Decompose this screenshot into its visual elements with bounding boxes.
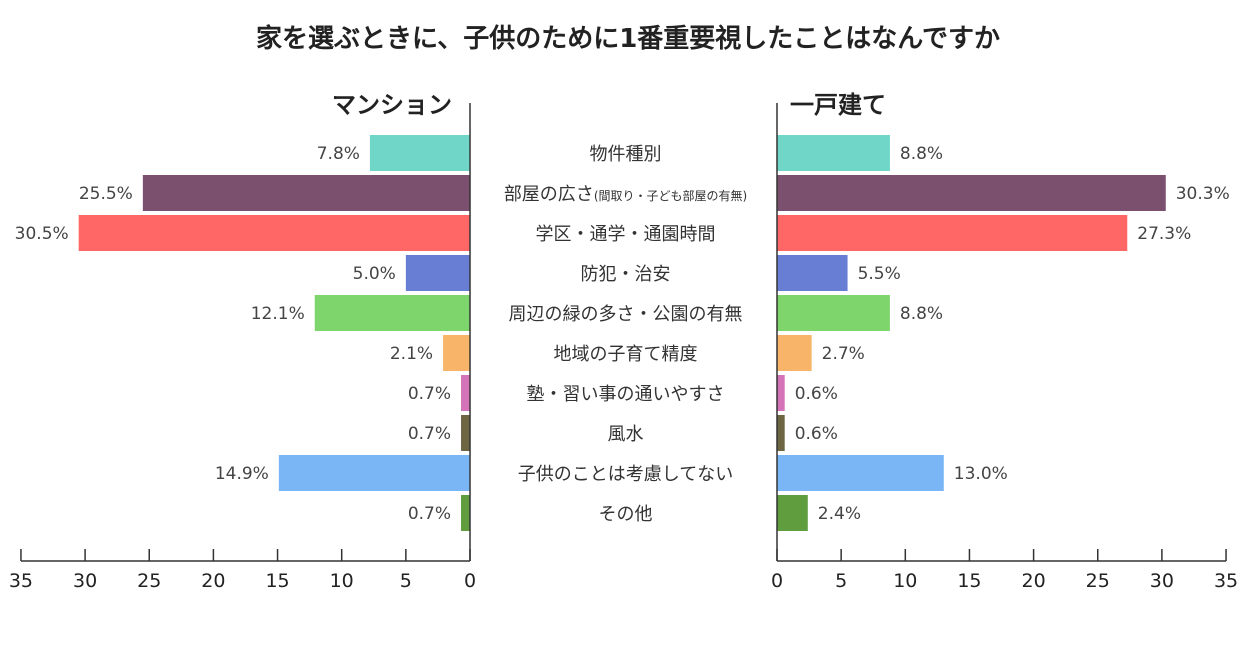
- right-value-label-3: 27.3%: [1137, 224, 1191, 244]
- left-value-label-5: 12.1%: [251, 304, 305, 324]
- category-label-5: 周辺の緑の多さ・公園の有無: [509, 304, 743, 325]
- right-value-label-2: 30.3%: [1176, 184, 1230, 204]
- right-tick-label-35: 35: [1214, 570, 1238, 592]
- right-bar-3: [777, 215, 1128, 251]
- right-tick-label-5: 5: [835, 570, 847, 592]
- left-tick-label-15: 15: [265, 570, 289, 592]
- left-value-label-2: 25.5%: [79, 184, 133, 204]
- right-bar-6: [777, 335, 812, 371]
- right-value-label-10: 2.4%: [818, 504, 861, 524]
- right-bar-7: [777, 375, 785, 411]
- right-tick-label-10: 10: [893, 570, 917, 592]
- right-tick-label-25: 25: [1086, 570, 1110, 592]
- left-value-label-1: 7.8%: [317, 144, 360, 164]
- right-value-label-1: 8.8%: [900, 144, 943, 164]
- right-tick-label-0: 0: [771, 570, 783, 592]
- left-bar-3: [78, 215, 470, 251]
- left-bar-9: [278, 455, 470, 491]
- right-value-label-7: 0.6%: [795, 384, 838, 404]
- left-bar-5: [314, 295, 470, 331]
- left-tick-label-5: 5: [400, 570, 412, 592]
- left-panel-title: マンション: [332, 91, 452, 119]
- left-value-label-3: 30.5%: [15, 224, 69, 244]
- right-tick-label-30: 30: [1150, 570, 1174, 592]
- left-value-label-4: 5.0%: [353, 264, 396, 284]
- left-value-label-7: 0.7%: [408, 384, 451, 404]
- left-bar-1: [369, 135, 470, 171]
- category-label-3: 学区・通学・通園時間: [536, 224, 716, 245]
- category-label-2: 部屋の広さ(間取り・子ども部屋の有無): [504, 184, 747, 205]
- left-bar-8: [461, 415, 470, 451]
- left-x-axis: 0 5 10 15 20 25 30 35: [9, 103, 476, 592]
- right-bar-4: [777, 255, 848, 291]
- category-label-7: 塾・習い事の通いやすさ: [527, 383, 725, 405]
- left-tick-label-25: 25: [137, 570, 161, 592]
- right-tick-label-20: 20: [1022, 570, 1046, 592]
- right-value-label-8: 0.6%: [795, 424, 838, 444]
- left-tick-label-10: 10: [330, 570, 354, 592]
- category-note-2: (間取り・子ども部屋の有無): [594, 188, 747, 203]
- left-bar-10: [461, 495, 470, 531]
- right-bars-group: 8.8% 30.3% 27.3% 5.5% 8.8% 2.7% 0.6% 0.6% 13.0% 2…: [777, 135, 1230, 531]
- right-value-label-9: 13.0%: [954, 464, 1008, 484]
- category-label-9: 子供のことは考慮してない: [518, 464, 733, 485]
- left-bar-7: [461, 375, 470, 411]
- left-bar-2: [142, 175, 470, 211]
- right-value-label-5: 8.8%: [900, 304, 943, 324]
- category-label-1: 物件種別: [590, 144, 662, 165]
- right-bar-1: [777, 135, 890, 171]
- right-bar-5: [777, 295, 890, 331]
- right-bar-8: [777, 415, 785, 451]
- left-value-label-9: 14.9%: [215, 464, 269, 484]
- right-bar-9: [777, 455, 944, 491]
- category-label-4: 防犯・治安: [581, 264, 671, 285]
- right-bar-2: [777, 175, 1166, 211]
- right-bar-10: [777, 495, 808, 531]
- right-value-label-6: 2.7%: [822, 344, 865, 364]
- left-bar-4: [405, 255, 470, 291]
- left-tick-label-0: 0: [464, 570, 476, 592]
- left-tick-label-20: 20: [201, 570, 225, 592]
- category-label-8: 風水: [608, 424, 644, 445]
- left-tick-label-35: 35: [9, 570, 33, 592]
- right-panel-title: 一戸建て: [790, 91, 886, 119]
- right-value-label-4: 5.5%: [858, 264, 901, 284]
- chart-title: 家を選ぶときに、子供のために1番重要視したことはなんですか: [256, 23, 1000, 54]
- left-value-label-10: 0.7%: [408, 504, 451, 524]
- right-tick-label-15: 15: [957, 570, 981, 592]
- right-x-axis: 0 5 10 15 20 25 30 35: [771, 103, 1238, 592]
- category-label-10: その他: [599, 504, 653, 525]
- left-tick-label-30: 30: [73, 570, 97, 592]
- category-label-6: 地域の子育て精度: [554, 344, 698, 365]
- left-value-label-6: 2.1%: [390, 344, 433, 364]
- left-value-label-8: 0.7%: [408, 424, 451, 444]
- left-bar-6: [443, 335, 470, 371]
- left-bars-group: 7.8% 25.5% 30.5% 5.0% 12.1% 2.1% 0.7% 0.7% 14.9%…: [15, 135, 470, 531]
